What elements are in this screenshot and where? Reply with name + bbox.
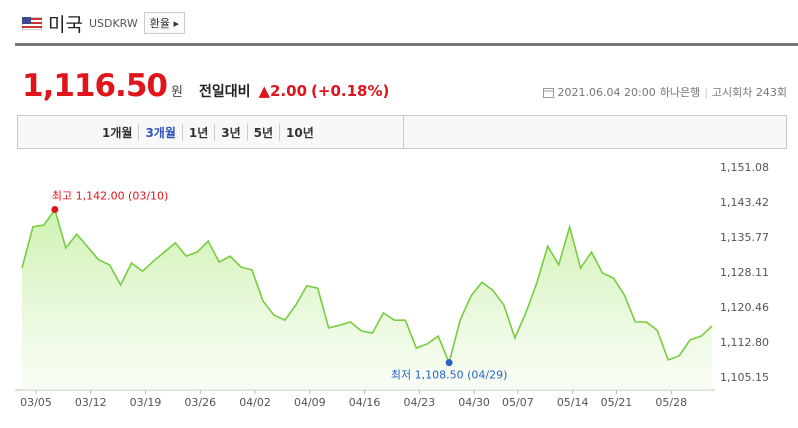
x-tick-label: 05/07 <box>502 396 534 409</box>
exchange-button[interactable]: 환율 ▸ <box>143 12 186 34</box>
button-label[interactable]: 환율 <box>149 17 171 30</box>
y-tick-label: 1,143.42 <box>720 196 769 209</box>
x-tick-label: 04/16 <box>349 396 381 409</box>
y-tick-label: 1,112.80 <box>720 336 769 349</box>
quote-meta: 2021.06.04 20:00 하나은행 | 고시회차 243회 <box>542 84 787 100</box>
area-fill <box>22 209 712 390</box>
period-tab[interactable]: 1년 <box>181 124 214 141</box>
period-tab[interactable]: 10년 <box>279 124 320 141</box>
x-tick-label: 03/19 <box>130 396 162 409</box>
y-tick-label: 1,105.15 <box>720 371 769 384</box>
title: 미국 <box>48 13 83 36</box>
x-tick-label: 05/21 <box>601 396 633 409</box>
period-tab[interactable]: 3개월 <box>138 124 181 141</box>
quote: 1,116.50 원 전일대비 ▲2.00 (+0.18%) <box>22 68 389 104</box>
x-tick-label: 03/05 <box>20 396 52 409</box>
x-tick-label: 04/30 <box>458 396 490 409</box>
header: 미국 USDKRW 환율 ▸ <box>22 8 186 38</box>
change-percent: (+0.18%) <box>311 82 390 100</box>
x-tick-label: 03/12 <box>75 396 107 409</box>
x-tick-label: 04/02 <box>239 396 271 409</box>
x-tick-label: 05/28 <box>655 396 687 409</box>
datetime: 2021.06.04 20:00 <box>557 85 656 99</box>
y-tick-label: 1,135.77 <box>720 231 769 244</box>
line <box>21 207 713 366</box>
tab-divider <box>403 116 404 148</box>
change: ▲2.00 <box>258 82 308 100</box>
period-tabs: 1개월 3개월 1년 3년 5년 10년 <box>17 115 787 149</box>
period-tab[interactable]: 3년 <box>214 124 246 141</box>
price: 1,116.50 <box>22 68 168 104</box>
y-tick-label: 1,128.11 <box>720 266 769 279</box>
divider <box>15 43 798 46</box>
change-label: 전일대비 <box>198 84 251 100</box>
y-tick-label: 1,120.46 <box>720 301 769 314</box>
code: USDKRW <box>88 16 138 30</box>
high-point <box>51 206 59 214</box>
x-tick-label: 04/23 <box>403 396 435 409</box>
calendar-icon <box>542 87 554 98</box>
period-tab[interactable]: 1개월 <box>102 126 133 140</box>
period-tab[interactable]: 5년 <box>246 124 279 141</box>
x-tick-label: 05/14 <box>557 396 589 409</box>
high-annotation: 최고 1,142.00 (03/10) <box>52 190 169 203</box>
low-point <box>445 359 453 367</box>
round: 고시회차 243회 <box>711 86 787 99</box>
low-annotation: 최저 1,108.50 (04/29) <box>391 369 508 382</box>
source: 하나은행 <box>659 86 701 99</box>
price-unit: 원 <box>170 85 183 100</box>
y-tick-label: 1,151.08 <box>720 161 769 174</box>
x-tick-label: 03/26 <box>184 396 216 409</box>
flag-icon <box>22 16 42 30</box>
x-tick-label: 04/09 <box>294 396 326 409</box>
chart: 1,151.08 1,143.42 1,135.77 1,128.11 1,120.46… <box>15 161 769 409</box>
separator: | <box>704 85 708 99</box>
tab-list: 1개월 3개월 1년 3년 5년 10년 <box>96 124 320 141</box>
